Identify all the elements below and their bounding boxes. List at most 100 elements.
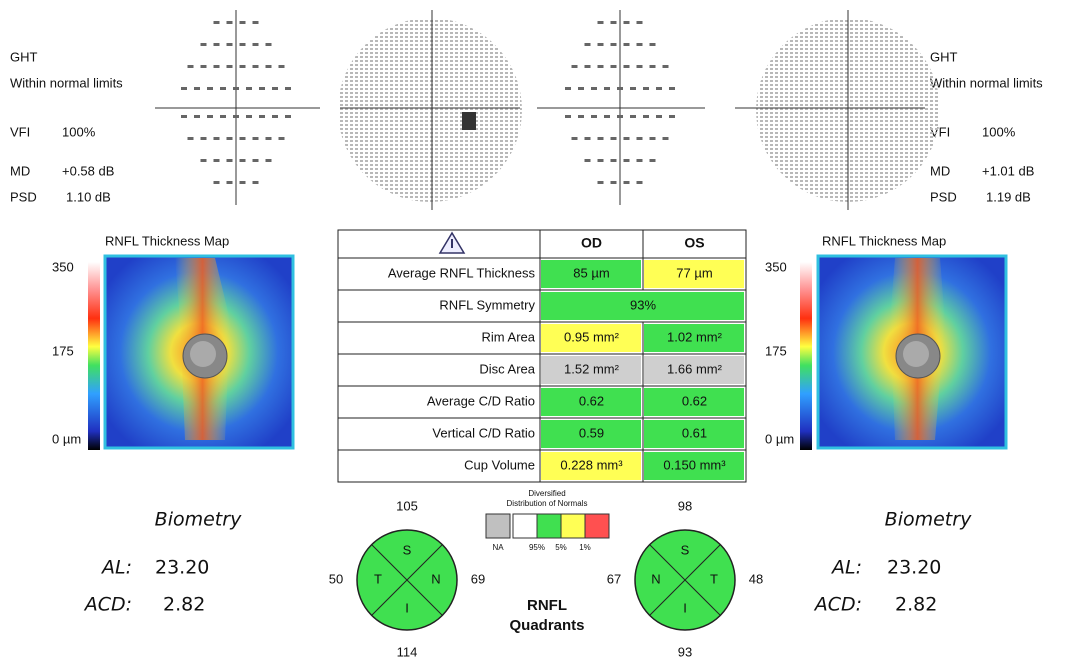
field-point [611, 21, 617, 24]
field-point [637, 181, 643, 184]
field-point [233, 87, 239, 90]
field-point [201, 137, 207, 140]
field-point [253, 181, 259, 184]
legend-swatch [486, 514, 510, 538]
field-point [637, 137, 643, 140]
normals-legend: Diversified Distribution of Normals NA 9… [486, 489, 609, 552]
field-point [259, 115, 265, 118]
ght-label: GHT [930, 49, 958, 64]
field-point [266, 43, 272, 46]
field-point [207, 87, 213, 90]
field-point [240, 181, 246, 184]
color-scale [800, 262, 812, 450]
row-label: Rim Area [482, 329, 536, 344]
quadrant-value: 48 [749, 571, 763, 586]
field-point [669, 87, 675, 90]
ght-value: Within normal limits [10, 75, 123, 90]
md-value: +1.01 dB [982, 163, 1034, 178]
vfi-label: VFI [10, 124, 30, 139]
field-point [227, 43, 233, 46]
row-label: Average RNFL Thickness [388, 265, 536, 280]
field-point [591, 115, 597, 118]
legend-swatch [513, 514, 537, 538]
row-label: Vertical C/D Ratio [432, 425, 535, 440]
field-point [214, 21, 220, 24]
legend-label: 5% [555, 543, 567, 552]
field-point [253, 21, 259, 24]
os-value: 1.66 mm² [667, 361, 723, 376]
row-label: RNFL Symmetry [439, 297, 535, 312]
field-point [233, 115, 239, 118]
field-point [246, 115, 252, 118]
quadrant-value: 69 [471, 571, 485, 586]
field-point [188, 65, 194, 68]
field-point [227, 181, 233, 184]
field-point [285, 115, 291, 118]
legend-swatch [561, 514, 585, 538]
field-point [253, 137, 259, 140]
map-title: RNFL Thickness Map [105, 233, 229, 248]
optic-cup [903, 341, 929, 367]
field-point [604, 115, 610, 118]
field-point [272, 115, 278, 118]
quadrant-letter: I [683, 600, 687, 615]
quadrants-title: RNFL [527, 597, 567, 614]
field-point [630, 115, 636, 118]
field-point [266, 137, 272, 140]
psd-value: 1.19 dB [986, 189, 1031, 204]
row-label: Disc Area [479, 361, 535, 376]
quadrant-letter: S [681, 542, 690, 557]
field-point [220, 87, 226, 90]
os-value: 0.61 [682, 425, 707, 440]
vfi-value: 100% [62, 124, 96, 139]
acd-label: ACD: [813, 594, 862, 616]
field-point [598, 159, 604, 162]
quadrant-letter: S [403, 542, 412, 557]
field-point [201, 43, 207, 46]
field-point [279, 65, 285, 68]
field-point [578, 87, 584, 90]
field-point [624, 159, 630, 162]
field-point [643, 115, 649, 118]
quadrant-value: 50 [329, 571, 343, 586]
field-point [598, 65, 604, 68]
md-value: +0.58 dB [62, 163, 114, 178]
field-point [279, 137, 285, 140]
field-point [598, 137, 604, 140]
al-label: AL: [830, 557, 862, 579]
field-point [188, 137, 194, 140]
field-point [266, 65, 272, 68]
field-point [611, 159, 617, 162]
field-point [637, 43, 643, 46]
legend-label: NA [492, 543, 504, 552]
vfi-value: 100% [982, 124, 1016, 139]
acd-value: 2.82 [895, 594, 937, 616]
al-label: AL: [100, 557, 132, 579]
field-point [591, 87, 597, 90]
field-point [611, 137, 617, 140]
quadrant-letter: N [651, 571, 660, 586]
report: GHT Within normal limits VFI 100% MD +0.… [0, 0, 1071, 664]
quadrant-letter: N [431, 571, 440, 586]
quadrant-value: 93 [678, 644, 692, 659]
ght-label: GHT [10, 49, 38, 64]
field-point [624, 43, 630, 46]
page: { "left_stats": {"ght_label": "GHT", "gh… [0, 0, 1071, 664]
biometry-title: Biometry [885, 509, 972, 531]
al-value: 23.20 [155, 557, 209, 579]
field-point [656, 115, 662, 118]
field-point [637, 159, 643, 162]
quadrants-title: Quadrants [509, 617, 584, 634]
od-value: 0.228 mm³ [560, 457, 623, 472]
field-point [227, 21, 233, 24]
right-thickness-map: RNFL Thickness Map 350 175 0 µm [765, 233, 1006, 450]
color-scale [88, 262, 100, 450]
field-point [259, 87, 265, 90]
field-point [253, 43, 259, 46]
quadrant-value: 67 [607, 571, 621, 586]
field-point [240, 137, 246, 140]
field-point [272, 87, 278, 90]
od-value: 1.52 mm² [564, 361, 620, 376]
field-point [650, 137, 656, 140]
scale-label: 175 [765, 343, 787, 358]
